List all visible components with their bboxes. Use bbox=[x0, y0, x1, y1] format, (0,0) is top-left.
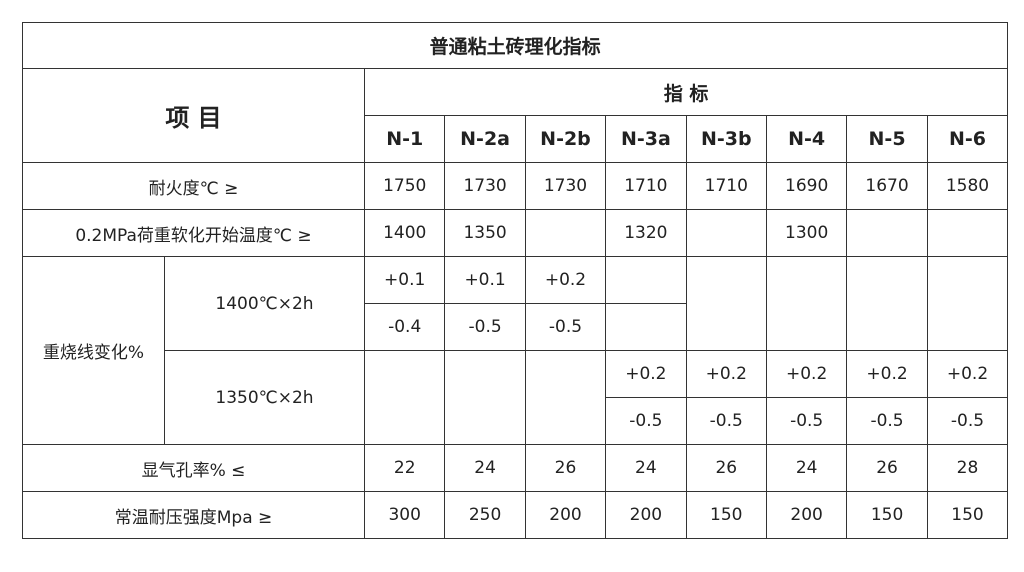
cell: -0.5 bbox=[524, 303, 607, 351]
row-label: 常温耐压强度Mpa ≥ bbox=[22, 491, 365, 539]
cell: +0.2 bbox=[605, 350, 687, 398]
cell: 150 bbox=[926, 491, 1009, 539]
cell: -0.5 bbox=[765, 397, 848, 445]
cell: 24 bbox=[605, 444, 687, 492]
cell: -0.5 bbox=[846, 397, 928, 445]
cell bbox=[846, 256, 928, 351]
cell: 150 bbox=[685, 491, 767, 539]
cell: 1710 bbox=[605, 162, 687, 210]
cell bbox=[605, 256, 687, 304]
cell: +0.2 bbox=[524, 256, 607, 304]
cell: 1670 bbox=[846, 162, 928, 210]
table-row: 1350℃×2h +0.2 +0.2 +0.2 +0.2 +0.2 bbox=[23, 350, 1009, 445]
cell: 1730 bbox=[524, 162, 607, 210]
cell: 1710 bbox=[685, 162, 767, 210]
row-label: 重烧线变化% bbox=[22, 256, 165, 445]
cell: 1350 bbox=[444, 209, 526, 257]
index-header: 指 标 bbox=[363, 68, 1009, 116]
cell: 250 bbox=[444, 491, 526, 539]
cell: +0.1 bbox=[363, 256, 446, 304]
cell bbox=[524, 350, 607, 445]
cell: 28 bbox=[926, 444, 1009, 492]
table-row: 显气孔率% ≤ 22 24 26 24 26 24 26 28 bbox=[22, 444, 1009, 492]
cell: 26 bbox=[846, 444, 928, 492]
cell: -0.5 bbox=[605, 397, 687, 445]
cell: 200 bbox=[765, 491, 848, 539]
table-row: 耐火度℃ ≥ 1750 1730 1730 1710 1710 1690 167… bbox=[22, 162, 1009, 210]
cell: 22 bbox=[363, 444, 446, 492]
cell: 1730 bbox=[444, 162, 526, 210]
condition-label: 1400℃×2h bbox=[164, 256, 365, 351]
clay-brick-spec-table: 普通粘土砖理化指标 项 目 指 标 N-1 N-2a N-2b N-3a N-3… bbox=[21, 22, 1009, 539]
cell bbox=[926, 256, 1009, 351]
row-label: 0.2MPa荷重软化开始温度℃ ≥ bbox=[22, 209, 365, 257]
cell: 24 bbox=[765, 444, 848, 492]
table-row: 0.2MPa荷重软化开始温度℃ ≥ 1400 1350 1320 1300 bbox=[22, 209, 1009, 257]
cell: 26 bbox=[685, 444, 767, 492]
grade-header-row: N-1 N-2a N-2b N-3a N-3b N-4 N-5 N-6 bbox=[23, 115, 1009, 163]
table-row: 常温耐压强度Mpa ≥ 300 250 200 200 150 200 150 … bbox=[22, 491, 1009, 539]
grade-header: N-3b bbox=[685, 115, 767, 163]
cell: +0.2 bbox=[926, 350, 1009, 398]
cell: 1690 bbox=[765, 162, 848, 210]
cell: 200 bbox=[605, 491, 687, 539]
grade-header: N-5 bbox=[846, 115, 928, 163]
cell bbox=[846, 209, 928, 257]
cell: 200 bbox=[524, 491, 607, 539]
cell bbox=[685, 256, 767, 351]
table-row: -0.5 -0.5 -0.5 -0.5 -0.5 bbox=[23, 397, 1009, 445]
cell: +0.2 bbox=[846, 350, 928, 398]
grade-header: N-2a bbox=[444, 115, 526, 163]
grade-header: N-6 bbox=[926, 115, 1009, 163]
cell bbox=[444, 350, 526, 445]
grade-header: N-3a bbox=[605, 115, 687, 163]
row-label: 耐火度℃ ≥ bbox=[22, 162, 365, 210]
row-label: 显气孔率% ≤ bbox=[22, 444, 365, 492]
cell bbox=[363, 350, 446, 445]
table-row: 重烧线变化% 1400℃×2h +0.1 +0.1 +0.2 bbox=[22, 256, 1009, 445]
cell: -0.5 bbox=[444, 303, 526, 351]
item-header: 项 目 bbox=[22, 68, 365, 163]
cell bbox=[524, 209, 607, 257]
table-title: 普通粘土砖理化指标 bbox=[21, 22, 1009, 69]
cell: 300 bbox=[363, 491, 446, 539]
cell: -0.5 bbox=[685, 397, 767, 445]
cell bbox=[685, 209, 767, 257]
condition-label: 1350℃×2h bbox=[164, 350, 365, 445]
cell: 1320 bbox=[605, 209, 687, 257]
cell: 1580 bbox=[926, 162, 1009, 210]
cell: +0.1 bbox=[444, 256, 526, 304]
cell bbox=[605, 303, 687, 351]
grade-header: N-1 bbox=[363, 115, 446, 163]
cell: +0.2 bbox=[685, 350, 767, 398]
cell: -0.5 bbox=[926, 397, 1009, 445]
cell: 150 bbox=[846, 491, 928, 539]
cell bbox=[765, 256, 848, 351]
cell: 26 bbox=[524, 444, 607, 492]
cell: 1300 bbox=[765, 209, 848, 257]
cell bbox=[926, 209, 1009, 257]
cell: +0.2 bbox=[765, 350, 848, 398]
grade-header: N-4 bbox=[765, 115, 848, 163]
table-row: -0.4 -0.5 -0.5 bbox=[23, 303, 1008, 351]
cell: 1400 bbox=[363, 209, 446, 257]
cell: 1750 bbox=[363, 162, 446, 210]
grade-header: N-2b bbox=[524, 115, 607, 163]
cell: 24 bbox=[444, 444, 526, 492]
cell: -0.4 bbox=[363, 303, 446, 351]
